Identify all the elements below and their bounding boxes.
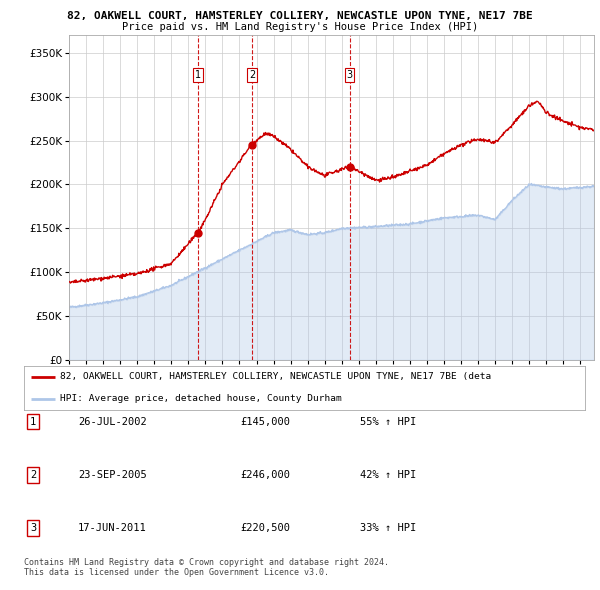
Text: 82, OAKWELL COURT, HAMSTERLEY COLLIERY, NEWCASTLE UPON TYNE, NE17 7BE: 82, OAKWELL COURT, HAMSTERLEY COLLIERY, … <box>67 11 533 21</box>
Text: 2: 2 <box>30 470 36 480</box>
Text: £145,000: £145,000 <box>240 417 290 427</box>
Text: 82, OAKWELL COURT, HAMSTERLEY COLLIERY, NEWCASTLE UPON TYNE, NE17 7BE (deta: 82, OAKWELL COURT, HAMSTERLEY COLLIERY, … <box>61 372 492 381</box>
Text: 3: 3 <box>347 70 353 80</box>
Text: 3: 3 <box>30 523 36 533</box>
Text: 2: 2 <box>249 70 255 80</box>
Text: £220,500: £220,500 <box>240 523 290 533</box>
Text: £246,000: £246,000 <box>240 470 290 480</box>
Text: 33% ↑ HPI: 33% ↑ HPI <box>360 523 416 533</box>
Text: Contains HM Land Registry data © Crown copyright and database right 2024.
This d: Contains HM Land Registry data © Crown c… <box>24 558 389 577</box>
Text: 26-JUL-2002: 26-JUL-2002 <box>78 417 147 427</box>
Text: HPI: Average price, detached house, County Durham: HPI: Average price, detached house, Coun… <box>61 395 342 404</box>
Text: 55% ↑ HPI: 55% ↑ HPI <box>360 417 416 427</box>
Text: Price paid vs. HM Land Registry's House Price Index (HPI): Price paid vs. HM Land Registry's House … <box>122 22 478 32</box>
Text: 1: 1 <box>30 417 36 427</box>
Text: 17-JUN-2011: 17-JUN-2011 <box>78 523 147 533</box>
Text: 42% ↑ HPI: 42% ↑ HPI <box>360 470 416 480</box>
Text: 1: 1 <box>195 70 201 80</box>
Text: 23-SEP-2005: 23-SEP-2005 <box>78 470 147 480</box>
